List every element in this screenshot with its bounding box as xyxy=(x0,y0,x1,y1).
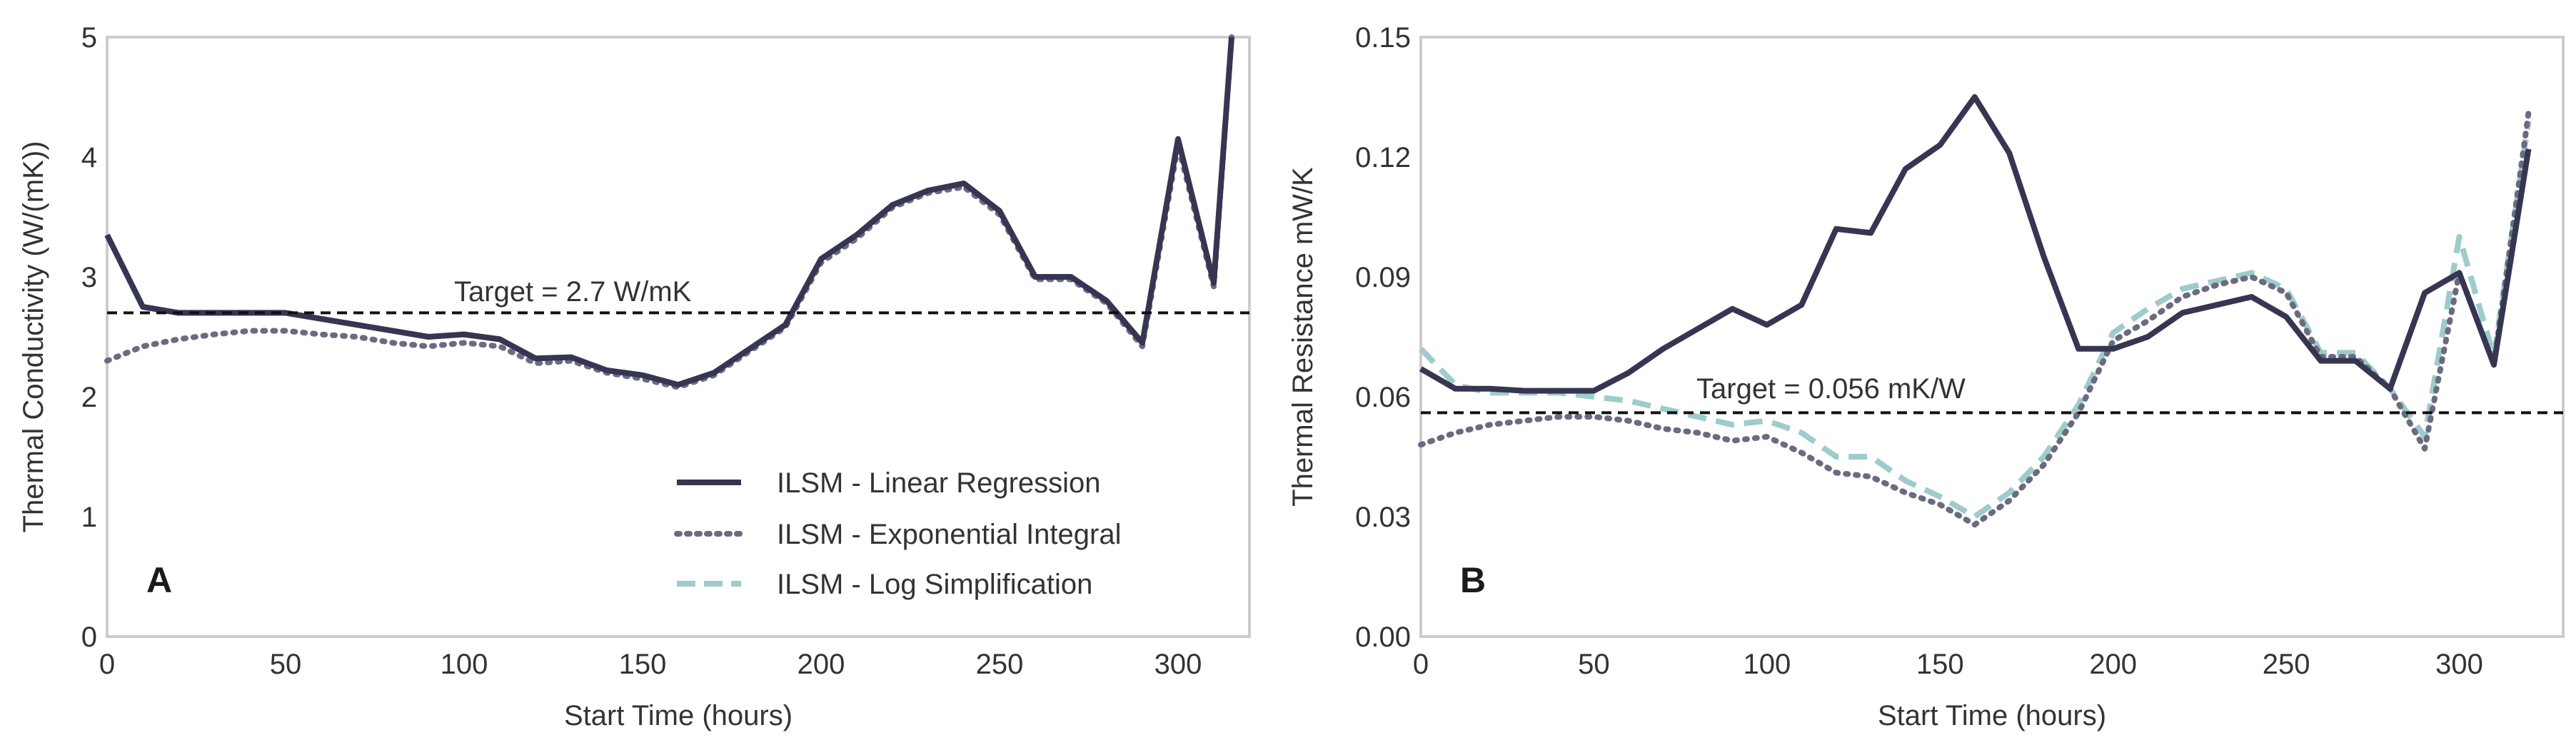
panel-b-x-tick: 0 xyxy=(1413,649,1429,680)
panel-a-y-axis-label: Thermal Conductivity (W/(mK)) xyxy=(18,141,49,533)
panel-b-y-tick: 0.03 xyxy=(1355,502,1411,533)
panel-a-x-ticks: 0 50 100 150 200 250 300 xyxy=(99,649,1202,680)
panel-a-y-tick: 0 xyxy=(81,622,97,653)
panel-a-series-linear xyxy=(104,36,1234,388)
panel-a-x-tick: 0 xyxy=(99,649,115,680)
panel-b-series xyxy=(1418,94,2532,528)
panel-b-x-axis-label: Start Time (hours) xyxy=(1878,700,2106,731)
panel-a-y-ticks: 0 1 2 3 4 5 xyxy=(81,22,97,653)
panel-a-x-tick: 100 xyxy=(441,649,488,680)
panel-b-series-linear xyxy=(1419,94,2532,394)
panel-b-y-tick: 0.06 xyxy=(1355,382,1411,413)
panel-a-target-label: Target = 2.7 W/mK xyxy=(454,276,692,308)
panel-b-series-log xyxy=(1419,121,2532,519)
legend-linear-label: ILSM - Linear Regression xyxy=(777,467,1101,499)
panel-a-y-tick: 5 xyxy=(81,22,97,54)
panel-b-y-tick: 0.00 xyxy=(1355,622,1411,653)
panel-b-target-label: Target = 0.056 mK/W xyxy=(1696,373,1966,405)
panel-a: Target = 2.7 W/mK 0 1 2 3 4 5 0 50 100 150 200 250… xyxy=(18,22,1251,731)
panel-b-x-tick: 200 xyxy=(2089,649,2137,680)
panel-b-x-ticks: 0 50 100 150 200 250 300 xyxy=(1413,649,2483,680)
panel-b-frame xyxy=(1419,36,2565,638)
panel-b-series-exponential xyxy=(1418,110,2532,528)
panel-b: Target = 0.056 mK/W 0.00 0.03 0.06 0.09 0.12… xyxy=(1287,22,2565,731)
panel-a-y-tick: 3 xyxy=(81,262,97,293)
panel-b-y-axis-label: Thermal Resistance mW/K xyxy=(1287,167,1319,507)
panel-a-y-tick: 4 xyxy=(81,142,97,173)
panel-b-x-tick: 50 xyxy=(1578,649,1610,680)
panel-a-x-tick: 200 xyxy=(798,649,845,680)
panel-a-x-tick: 300 xyxy=(1154,649,1202,680)
panel-a-series xyxy=(104,34,1234,390)
panel-b-label: B xyxy=(1460,560,1486,600)
panel-b-y-tick: 0.09 xyxy=(1355,262,1411,293)
panel-a-y-tick: 1 xyxy=(81,502,97,533)
panel-a-label: A xyxy=(146,560,172,600)
panel-b-y-tick: 0.15 xyxy=(1355,22,1411,54)
panel-b-y-ticks: 0.00 0.03 0.06 0.09 0.12 0.15 xyxy=(1355,22,1411,653)
panel-a-x-tick: 250 xyxy=(976,649,1024,680)
panel-b-x-tick: 150 xyxy=(1916,649,1964,680)
panel-b-y-tick: 0.12 xyxy=(1355,142,1411,173)
legend: ILSM - Linear Regression ILSM - Exponent… xyxy=(674,467,1121,600)
panel-a-x-tick: 150 xyxy=(619,649,667,680)
panel-a-y-tick: 2 xyxy=(81,382,97,413)
panel-b-x-tick: 300 xyxy=(2435,649,2483,680)
legend-exponential-label: ILSM - Exponential Integral xyxy=(777,519,1121,550)
panel-a-x-tick: 50 xyxy=(270,649,302,680)
panel-b-x-tick: 100 xyxy=(1743,649,1791,680)
panel-b-x-tick: 250 xyxy=(2263,649,2310,680)
panel-a-x-axis-label: Start Time (hours) xyxy=(564,700,793,731)
legend-log-label: ILSM - Log Simplification xyxy=(777,569,1092,600)
